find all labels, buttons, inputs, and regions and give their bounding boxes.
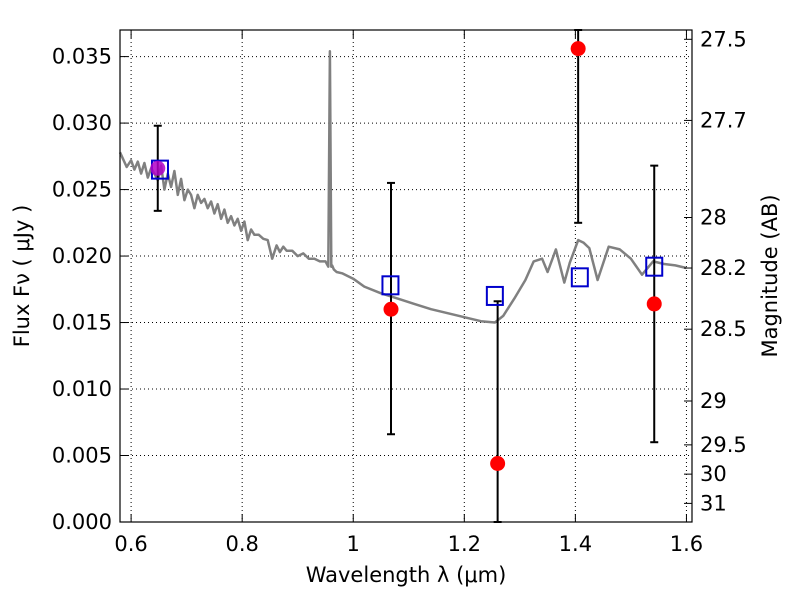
x-tick-label: 1.6 [670, 532, 703, 556]
x-tick-label: 1 [347, 532, 360, 556]
axis-ticks: 0.6 0.8 1 1.2 1.4 1.6 0.000 0.005 0.010 0.015 0.02… [52, 27, 747, 556]
observed-circle-marker [150, 160, 166, 176]
y-tick-label: 0.025 [52, 178, 112, 202]
x-tick-label: 1.4 [559, 532, 592, 556]
model-square-marker [485, 285, 504, 306]
x-tick-label: 1.2 [448, 532, 481, 556]
y2-tick-label: 27.7 [700, 108, 747, 132]
plot-area [118, 29, 687, 523]
x-axis-label: Wavelength λ (μm) [306, 563, 507, 587]
y2-tick-label: 31 [700, 491, 727, 515]
observed-circle-marker [570, 41, 586, 57]
y-tick-label: 0.000 [52, 510, 112, 534]
y2-tick-label: 29.5 [700, 433, 747, 457]
model-square-marker [570, 267, 589, 288]
y-tick-label: 0.035 [52, 45, 112, 69]
plot-frame [119, 29, 693, 523]
observed-circle-marker [646, 296, 662, 312]
y-tick-label: 0.010 [52, 377, 112, 401]
y-tick-label: 0.030 [52, 111, 112, 135]
y2-tick-label: 28.2 [700, 256, 747, 280]
y-tick-label: 0.005 [52, 444, 112, 468]
x-tick-label: 0.6 [114, 532, 147, 556]
y-tick-label: 0.020 [52, 244, 112, 268]
grid-lines [120, 30, 692, 523]
observed-circle-marker [490, 455, 506, 471]
y2-tick-label: 29 [700, 389, 727, 413]
observed-circle-marker [383, 301, 399, 317]
y2-axis-label: Magnitude (AB) [758, 194, 782, 357]
model-square-marker [645, 256, 664, 277]
y2-tick-label: 30 [700, 462, 727, 486]
y2-tick-label: 27.5 [700, 27, 747, 51]
y2-tick-label: 28.5 [700, 317, 747, 341]
x-tick-label: 0.8 [225, 532, 258, 556]
y-axis-label: Flux Fν ( μJy ) [10, 205, 34, 348]
y2-tick-label: 28 [700, 205, 727, 229]
y-tick-label: 0.015 [52, 311, 112, 335]
model-square-marker [381, 275, 400, 296]
model-spectrum-line [118, 50, 687, 324]
